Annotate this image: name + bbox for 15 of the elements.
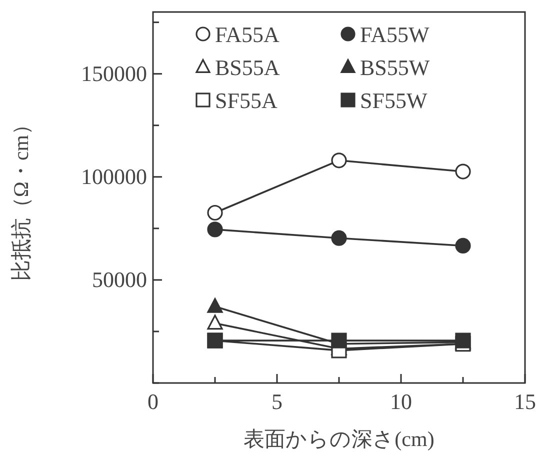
y-tick-label: 150000: [81, 60, 147, 86]
legend-label: BS55W: [360, 55, 430, 80]
y-tick-label: 50000: [92, 266, 147, 292]
legend-label: SF55A: [215, 88, 278, 113]
y-axis-title: 比抵抗（Ω・cm）: [9, 114, 33, 282]
legend-label: BS55A: [215, 55, 280, 80]
x-tick-label: 15: [514, 389, 536, 414]
legend-label: FA55A: [215, 22, 280, 47]
x-tick-label: 0: [148, 389, 158, 414]
y-tick-label: 100000: [81, 164, 147, 189]
x-tick-label: 10: [390, 389, 412, 414]
x-tick-label: 5: [272, 389, 282, 414]
x-axis-title: 表面からの深さ(cm): [244, 427, 434, 451]
legend-label: FA55W: [360, 22, 430, 47]
legend-label: SF55W: [360, 88, 428, 113]
